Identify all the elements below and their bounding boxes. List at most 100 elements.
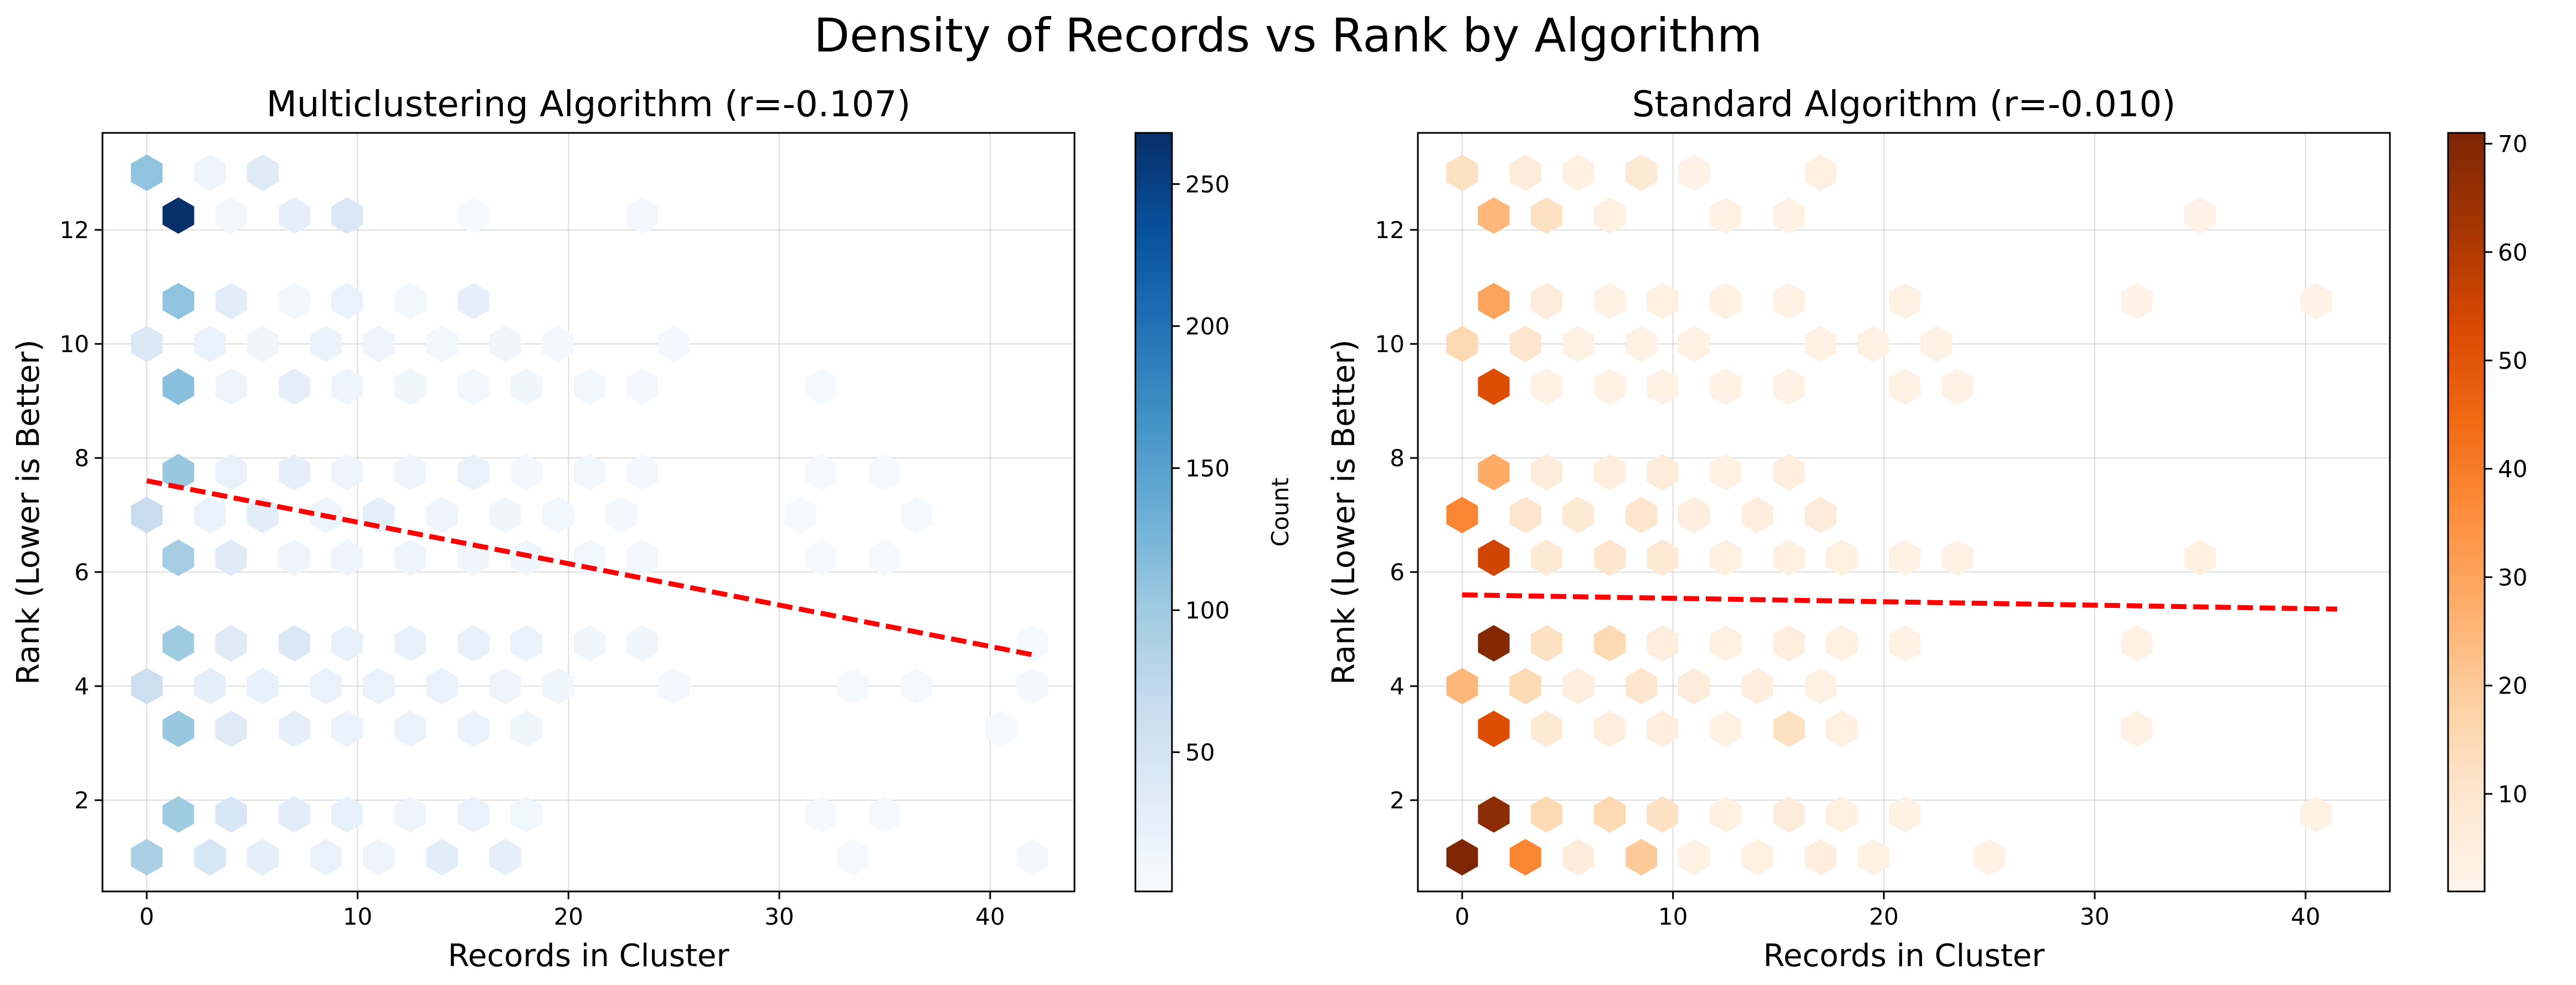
hex-cell (1478, 197, 1510, 234)
colorbar-step (1135, 404, 1172, 412)
hex-cell (510, 453, 542, 491)
y-tick-label: 8 (1390, 445, 1405, 472)
colorbar-step (2448, 834, 2485, 842)
colorbar-step (1135, 139, 1172, 146)
hex-cell (194, 326, 226, 363)
colorbar-step (2448, 285, 2485, 292)
colorbar-step (1135, 297, 1172, 305)
hex-cell (1804, 839, 1837, 876)
colorbar-step (1135, 164, 1172, 172)
y-tick-label: 2 (74, 787, 89, 814)
hex-cell (331, 539, 363, 576)
colorbar-step (2448, 392, 2485, 399)
hex-cell (1678, 497, 1710, 534)
colorbar-step (1135, 474, 1172, 481)
hex-cell (363, 326, 395, 363)
x-tick-label: 0 (1455, 903, 1470, 930)
hex-cell (162, 625, 194, 662)
hex-cell (2121, 282, 2153, 319)
colorbar-step (2448, 588, 2485, 595)
colorbar-step (1135, 740, 1172, 747)
y-tick-label: 8 (74, 445, 89, 472)
colorbar-step (2448, 228, 2485, 235)
hex-cell (194, 668, 226, 705)
hex-cell (489, 497, 521, 534)
colorbar-step (2448, 133, 2485, 140)
colorbar-step (2448, 765, 2485, 772)
colorbar-step (1135, 714, 1172, 721)
colorbar-step (1135, 133, 1172, 140)
colorbar-label: Count (1267, 478, 1294, 547)
colorbar-step (1135, 853, 1172, 860)
colorbar-step (1135, 689, 1172, 697)
hex-cell (1773, 796, 1805, 833)
colorbar-step (1135, 285, 1172, 292)
colorbar-step (2448, 328, 2485, 336)
hex-cell (162, 796, 194, 833)
colorbar-step (2448, 436, 2485, 443)
colorbar-tick-label: 30 (2498, 564, 2527, 591)
hex-cell (1773, 625, 1805, 662)
hex-cell (310, 326, 342, 363)
axis-ticks: 0 10 20 30 40 2 4 6 8 10 12 (60, 216, 1005, 930)
colorbar-step (2448, 442, 2485, 450)
colorbar-step (2448, 411, 2485, 418)
hex-cell (1530, 710, 1562, 747)
colorbar-step (1135, 246, 1172, 254)
colorbar-step (1135, 499, 1172, 507)
colorbar-step (1135, 702, 1172, 709)
colorbar-step (1135, 676, 1172, 684)
hex-cell (2121, 625, 2153, 662)
colorbar-step (2448, 474, 2485, 481)
colorbar-step (2448, 354, 2485, 361)
hex-cell (1530, 625, 1562, 662)
colorbar-step (2448, 341, 2485, 349)
hex-cell (457, 453, 490, 491)
colorbar-step (2448, 632, 2485, 640)
hex-cell (215, 282, 247, 319)
colorbar-step (1135, 480, 1172, 488)
colorbar-step (1135, 670, 1172, 677)
x-tick-label: 30 (2080, 903, 2109, 930)
colorbar-step (1135, 544, 1172, 551)
hex-cell (605, 497, 637, 534)
colorbar-step (2448, 385, 2485, 393)
plot-frame (101, 132, 1076, 893)
colorbar-step (2448, 575, 2485, 582)
colorbar-step (2448, 695, 2485, 703)
hex-cell (1678, 668, 1710, 705)
colorbar-step (1135, 537, 1172, 545)
hex-cell (573, 625, 605, 662)
hex-cell (805, 368, 837, 405)
hex-cell (394, 796, 426, 833)
hex-cell (1593, 539, 1626, 576)
hex-cell (457, 710, 490, 747)
colorbar-step (1135, 291, 1172, 298)
colorbar-step (1135, 448, 1172, 456)
hex-cell (1478, 453, 1510, 491)
colorbar-step (1135, 752, 1172, 760)
colorbar-step (2448, 708, 2485, 715)
x-tick-label: 10 (343, 903, 372, 930)
colorbar-step (2448, 740, 2485, 747)
hex-cell (1016, 668, 1048, 705)
hex-cell (1804, 154, 1837, 192)
colorbar-step (1135, 840, 1172, 848)
colorbar-step (1135, 234, 1172, 241)
hex-cell (1016, 839, 1048, 876)
colorbar-step (1135, 695, 1172, 703)
hex-cell (278, 625, 310, 662)
colorbar-step (2448, 424, 2485, 431)
colorbar-step (2448, 430, 2485, 437)
hex-cell (1647, 539, 1679, 576)
plot-frame (1417, 132, 2391, 893)
hex-cell (1647, 453, 1679, 491)
colorbar-step (1135, 335, 1172, 342)
hex-cell (626, 539, 659, 576)
colorbar-step (1135, 417, 1172, 425)
hex-cell (1857, 326, 1889, 363)
hex-cell (331, 796, 363, 833)
hex-cell (1710, 625, 1742, 662)
colorbar-step (2448, 240, 2485, 247)
colorbar-step (2448, 790, 2485, 797)
